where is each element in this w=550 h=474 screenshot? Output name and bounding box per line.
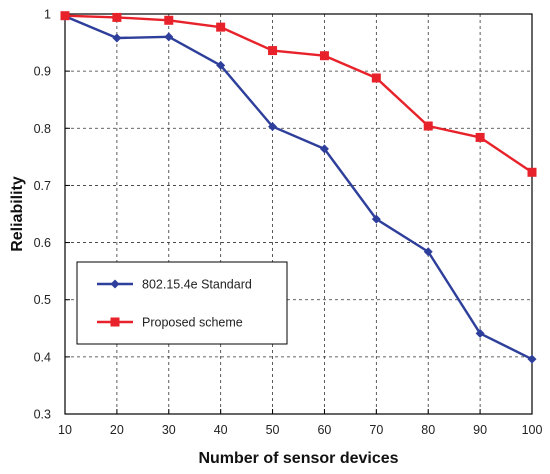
standard-series-point — [319, 144, 329, 154]
x-tick-label: 70 — [369, 423, 383, 437]
proposed-series-point — [60, 11, 70, 21]
proposed-series — [60, 11, 537, 177]
y-tick-label: 0.9 — [34, 65, 51, 79]
standard-series — [60, 11, 537, 364]
proposed-series-point — [319, 51, 329, 61]
proposed-series-point — [164, 15, 174, 25]
y-tick-label: 0.7 — [34, 179, 51, 193]
y-tick-label: 0.6 — [34, 236, 51, 250]
proposed-series-point — [423, 121, 433, 131]
x-tick-label: 90 — [473, 423, 487, 437]
y-tick-label: 1 — [44, 8, 51, 22]
legend-entries: 802.15.4e Standard Proposed scheme — [97, 278, 252, 330]
x-tick-label: 20 — [110, 423, 124, 437]
legend-box — [76, 261, 288, 345]
standard-series-point — [164, 32, 174, 42]
proposed-series-point — [527, 167, 537, 177]
y-tick-label: 0.5 — [34, 293, 51, 307]
legend-entry-standard: 802.15.4e Standard — [97, 278, 252, 292]
proposed-series-point — [216, 22, 226, 32]
x-axis-title: Number of sensor devices — [198, 450, 398, 467]
legend-label: Proposed scheme — [142, 316, 243, 330]
y-tick-label: 0.4 — [34, 350, 51, 364]
standard-series-point — [112, 33, 122, 43]
y-tick-label: 0.8 — [34, 122, 51, 136]
x-tick-label: 50 — [266, 423, 280, 437]
proposed-series-line — [64, 14, 533, 174]
legend-marker — [110, 279, 120, 289]
proposed-series-point — [112, 12, 122, 22]
y-axis-title: Reliability — [9, 176, 26, 252]
standard-series-point — [371, 214, 381, 224]
gridlines — [65, 14, 532, 414]
x-tick-label: 40 — [214, 423, 228, 437]
standard-series-point — [475, 328, 485, 338]
x-axis-ticks: 10 20 30 40 50 60 70 80 90 100 — [58, 409, 542, 437]
plot-area-frame — [64, 13, 533, 415]
proposed-series-point — [268, 46, 278, 56]
standard-series-point — [423, 247, 433, 257]
x-tick-label: 80 — [421, 423, 435, 437]
standard-series-point — [268, 122, 278, 132]
x-tick-label: 100 — [522, 423, 543, 437]
legend: 802.15.4e Standard Proposed scheme — [76, 261, 288, 345]
legend-label: 802.15.4e Standard — [142, 278, 252, 292]
legend-marker — [110, 317, 120, 327]
proposed-series-point — [475, 132, 485, 142]
series-layer — [60, 11, 537, 364]
y-tick-label: 0.3 — [34, 408, 51, 422]
x-tick-label: 10 — [58, 423, 72, 437]
standard-series-point — [216, 60, 226, 70]
standard-series-line — [64, 15, 533, 361]
y-axis-ticks: 0.3 0.4 0.5 0.6 0.7 0.8 0.9 1 — [34, 8, 70, 422]
standard-series-point — [527, 354, 537, 364]
proposed-series-point — [371, 73, 381, 83]
x-tick-label: 60 — [317, 423, 331, 437]
legend-entry-proposed: Proposed scheme — [97, 316, 243, 330]
x-tick-label: 30 — [162, 423, 176, 437]
